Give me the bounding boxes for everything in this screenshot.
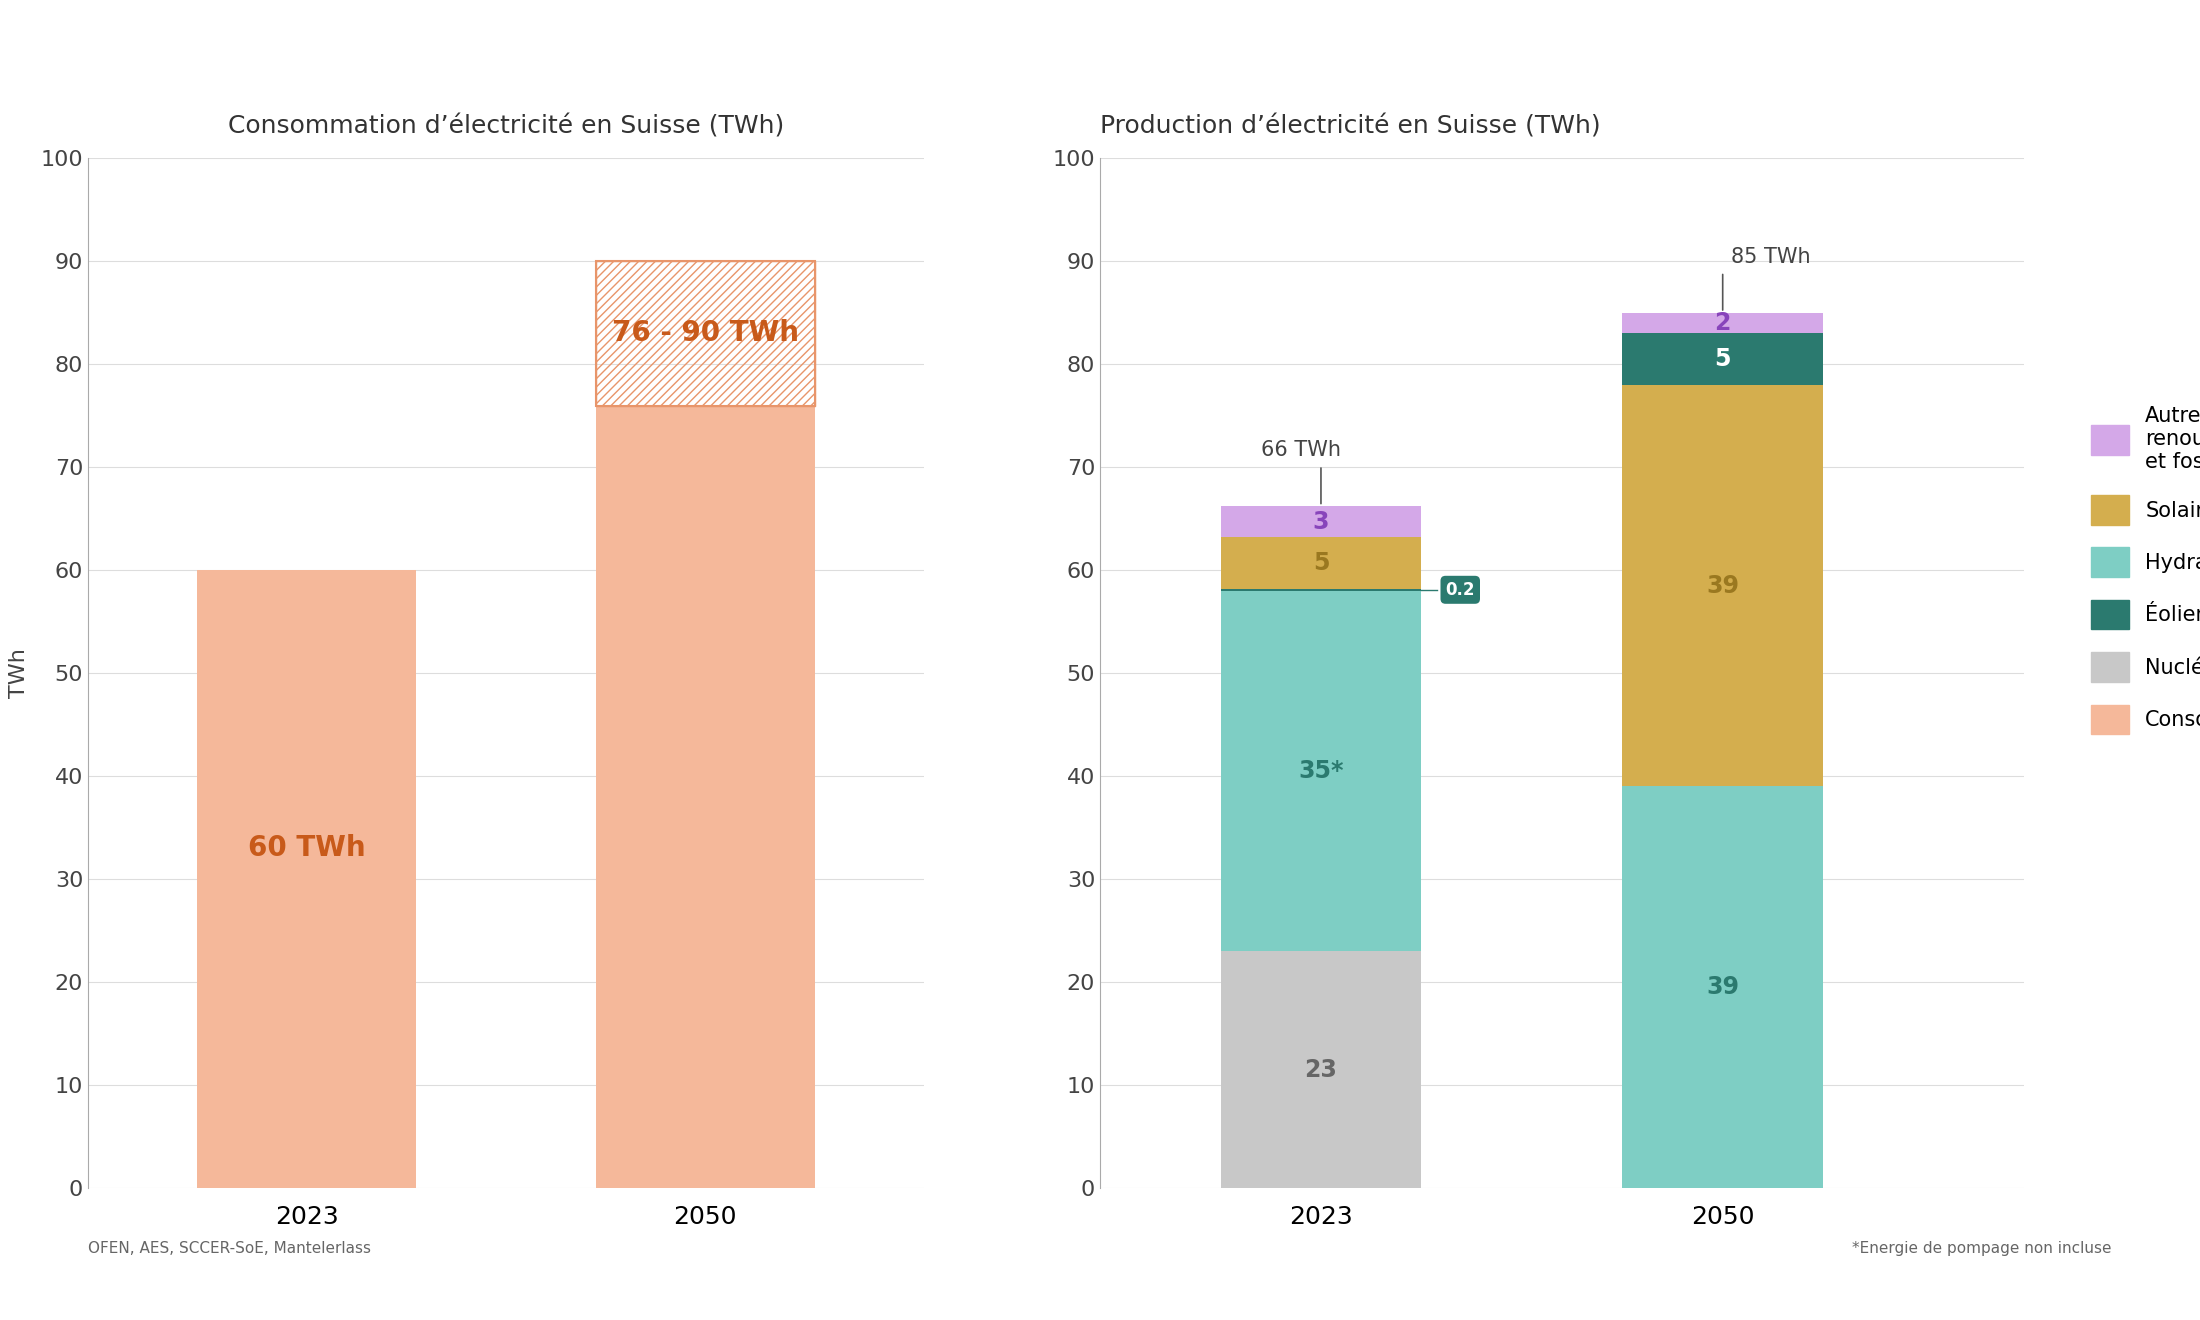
Bar	[596, 405, 814, 1188]
Text: 3: 3	[1313, 510, 1329, 533]
Text: 35*: 35*	[1298, 759, 1344, 783]
Text: 2: 2	[1714, 312, 1731, 335]
Bar	[1221, 507, 1421, 537]
Text: 39: 39	[1707, 975, 1740, 999]
Bar	[596, 261, 814, 405]
Legend: Autres
renouvelables
et fossiles, Solaire, Hydraulique, Éolien, Nucléaire, Conso: Autres renouvelables et fossiles, Solair…	[2081, 395, 2200, 744]
Bar	[1621, 334, 1824, 385]
Text: 66 TWh: 66 TWh	[1261, 440, 1340, 461]
Bar	[1621, 313, 1824, 334]
Bar	[1221, 589, 1421, 591]
Title: Consommation d’électricité en Suisse (TWh): Consommation d’électricité en Suisse (TW…	[229, 115, 783, 139]
Bar	[1621, 385, 1824, 787]
Text: 5: 5	[1313, 550, 1329, 576]
Bar	[1621, 787, 1824, 1188]
Text: OFEN, AES, SCCER-SoE, Mantelerlass: OFEN, AES, SCCER-SoE, Mantelerlass	[88, 1241, 372, 1255]
Bar	[1221, 952, 1421, 1188]
Text: *Energie de pompage non incluse: *Energie de pompage non incluse	[1852, 1241, 2112, 1255]
Text: Production d’électricité en Suisse (TWh): Production d’électricité en Suisse (TWh)	[1100, 115, 1602, 139]
Bar	[1221, 591, 1421, 952]
Text: 76 - 90 TWh: 76 - 90 TWh	[612, 319, 799, 347]
Bar	[198, 570, 416, 1188]
Text: 5: 5	[1714, 347, 1731, 371]
Bar	[596, 261, 814, 405]
Text: 39: 39	[1707, 574, 1740, 598]
Y-axis label: TWh: TWh	[9, 648, 29, 698]
Text: 23: 23	[1305, 1057, 1338, 1081]
Text: 60 TWh: 60 TWh	[249, 834, 365, 862]
Bar	[1221, 537, 1421, 589]
Text: 85 TWh: 85 TWh	[1731, 247, 1811, 267]
Text: 0.2: 0.2	[1445, 581, 1474, 599]
